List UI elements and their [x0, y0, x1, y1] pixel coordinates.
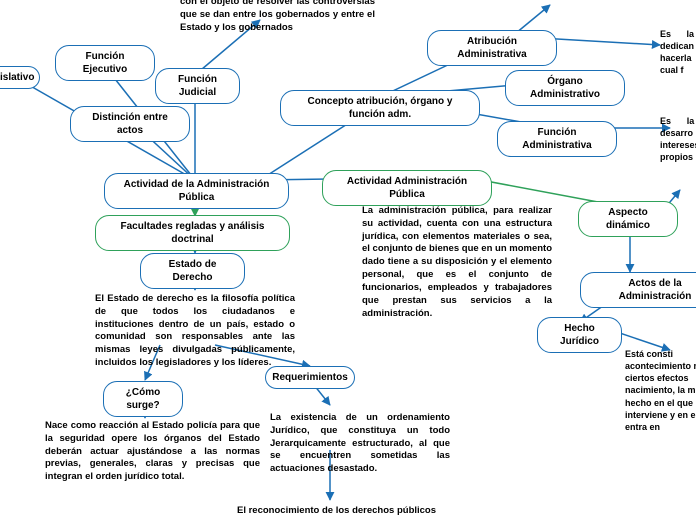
node-hecho-juridico: Hecho Jurídico [537, 317, 622, 353]
node-distincion-actos: Distinción entre actos [70, 106, 190, 142]
como-surge-desc: Nace como reacción al Estado policía par… [45, 420, 260, 484]
node-actividad-left: Actividad de la Administración Pública [104, 173, 289, 209]
node-actos-admin: Actos de la Administración [580, 272, 696, 308]
right-desc-top: Es la pe dedican hacerla el cual f [660, 28, 696, 77]
hecho-desc: Está consti acontecimiento nat ciertos e… [625, 348, 696, 433]
node-funcion-admin: Función Administrativa [497, 121, 617, 157]
node-como-surge: ¿Cómo surge? [103, 381, 183, 417]
node-facultades: Facultades regladas y análisis doctrinal [95, 215, 290, 251]
node-actividad-right: Actividad Administración Pública [322, 170, 492, 206]
right-desc-mid: Es la ac desarro intereses propios [660, 115, 696, 164]
node-aspecto-dinamico: Aspecto dinámico [578, 201, 678, 237]
reconocimiento-desc: El reconocimiento de los derechos públic… [237, 505, 437, 518]
judicial-desc: con el objeto de resolver las controvers… [180, 0, 375, 34]
estado-derecho-desc: El Estado de derecho es la filosofía pol… [95, 293, 295, 370]
node-funcion-ejecutivo: Función Ejecutivo [55, 45, 155, 81]
concept-map: con el objeto de resolver las controvers… [0, 0, 696, 520]
requerimientos-desc: La existencia de un ordenamiento Jurídic… [270, 412, 450, 476]
node-organo-admin: Órgano Administrativo [505, 70, 625, 106]
admin-publica-desc: La administración pública, para realizar… [362, 205, 552, 320]
node-estado-derecho: Estado de Derecho [140, 253, 245, 289]
node-legislativo: legislativo [0, 66, 40, 89]
node-concepto: Concepto atribución, órgano y función ad… [280, 90, 480, 126]
node-funcion-judicial: Función Judicial [155, 68, 240, 104]
node-atribucion-admin: Atribución Administrativa [427, 30, 557, 66]
